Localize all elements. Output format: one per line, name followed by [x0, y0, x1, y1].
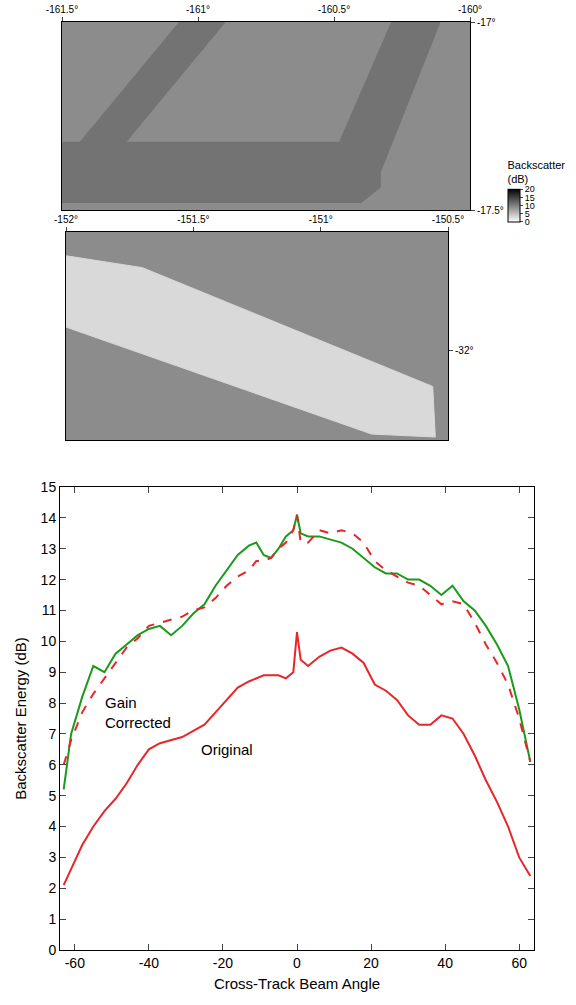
svg-text:60: 60 [511, 955, 527, 971]
svg-text:0: 0 [525, 217, 530, 227]
svg-text:8: 8 [48, 695, 56, 711]
svg-text:10: 10 [41, 633, 57, 649]
svg-text:1: 1 [48, 911, 56, 927]
svg-text:-32°: -32° [455, 345, 473, 356]
svg-text:20: 20 [525, 184, 535, 194]
svg-text:Cross-Track Beam Angle: Cross-Track Beam Angle [214, 975, 380, 992]
svg-text:40: 40 [437, 955, 453, 971]
svg-text:14: 14 [41, 510, 57, 526]
svg-text:13: 13 [41, 541, 57, 557]
svg-text:12: 12 [41, 572, 57, 588]
svg-text:15: 15 [525, 193, 535, 203]
svg-text:Original: Original [201, 741, 253, 758]
svg-text:-152°: -152° [54, 214, 78, 225]
svg-text:-150.5°: -150.5° [432, 214, 464, 225]
svg-text:-160°: -160° [458, 4, 482, 15]
svg-text:-17.5°: -17.5° [477, 205, 504, 216]
svg-text:7: 7 [48, 726, 56, 742]
svg-text:4: 4 [48, 818, 56, 834]
svg-text:-160.5°: -160.5° [318, 4, 350, 15]
svg-text:GainCorrected: GainCorrected [105, 694, 171, 731]
svg-text:5: 5 [525, 209, 530, 219]
svg-text:9: 9 [48, 664, 56, 680]
svg-text:0: 0 [48, 942, 56, 958]
svg-text:-40: -40 [139, 955, 159, 971]
svg-text:2: 2 [48, 880, 56, 896]
svg-text:0: 0 [293, 955, 301, 971]
svg-text:Backscatter Energy (dB): Backscatter Energy (dB) [12, 637, 29, 800]
svg-text:6: 6 [48, 757, 56, 773]
svg-text:-17°: -17° [477, 17, 495, 28]
svg-text:-20: -20 [213, 955, 233, 971]
svg-text:-60: -60 [65, 955, 85, 971]
svg-text:10: 10 [525, 201, 535, 211]
svg-text:15: 15 [41, 479, 57, 495]
svg-text:3: 3 [48, 849, 56, 865]
svg-text:-161.5°: -161.5° [46, 4, 78, 15]
svg-text:-151.5°: -151.5° [177, 214, 209, 225]
svg-text:-151°: -151° [309, 214, 333, 225]
svg-text:Backscatter(dB): Backscatter(dB) [508, 159, 566, 185]
svg-text:11: 11 [42, 602, 57, 618]
svg-text:-161°: -161° [186, 4, 210, 15]
svg-text:5: 5 [48, 788, 56, 804]
svg-text:20: 20 [363, 955, 379, 971]
